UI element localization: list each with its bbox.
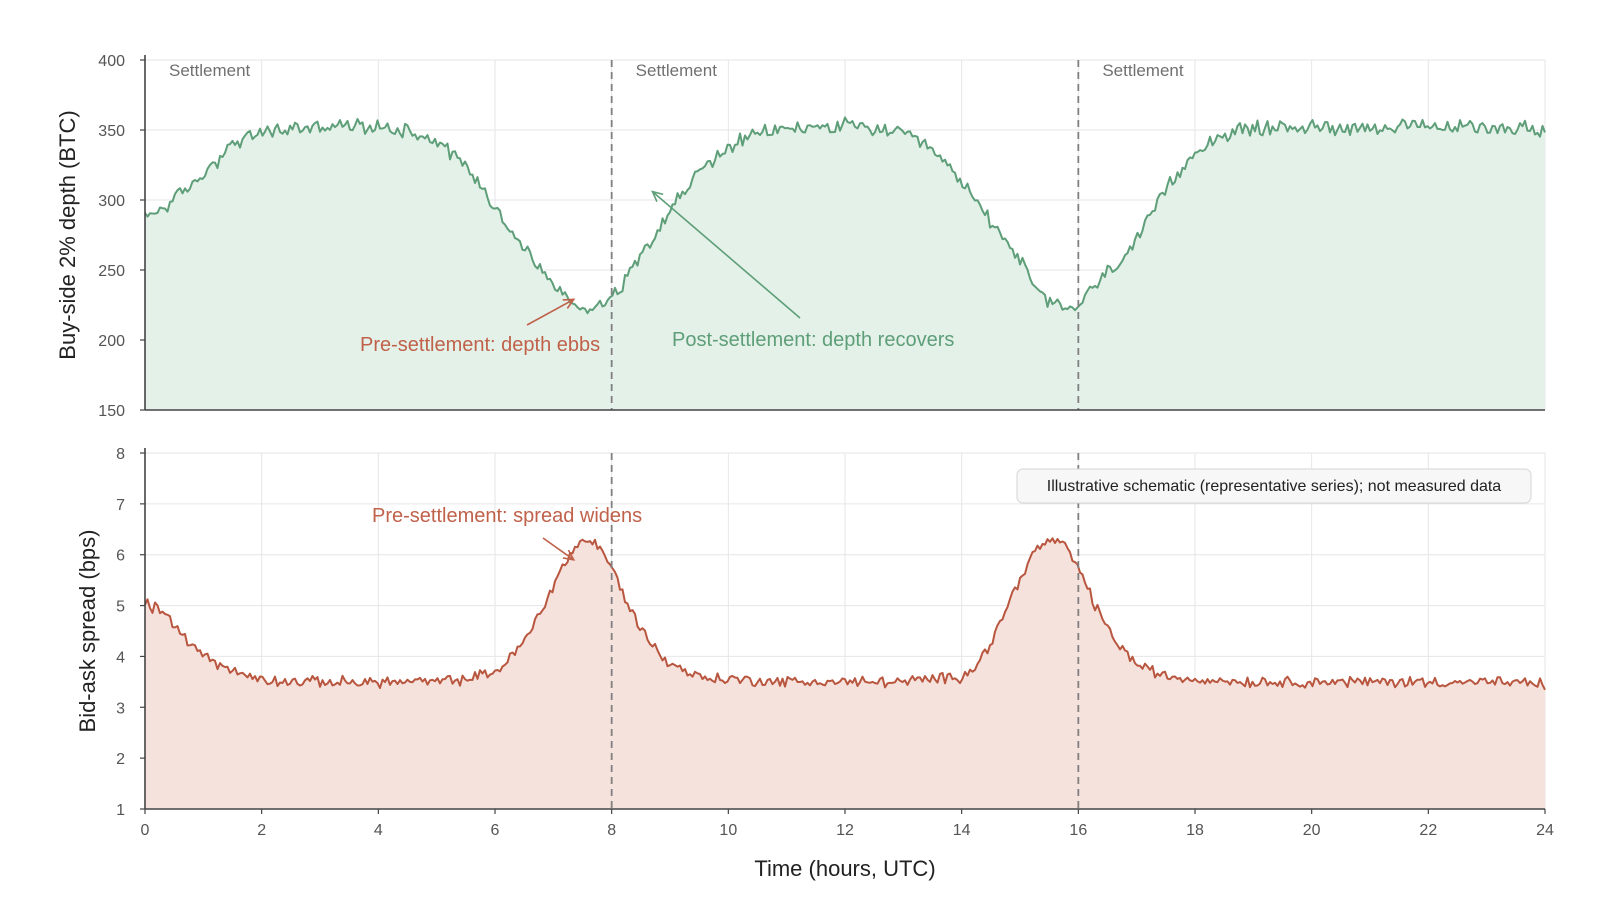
annotation-label: Post-settlement: depth recovers [672, 329, 954, 351]
y-tick-label: 400 [98, 53, 125, 70]
annotation-arrowhead [651, 190, 664, 202]
depth-tick-labels: 150 200 250 300 350 400 [98, 53, 145, 420]
depth-area-fill [145, 117, 1545, 410]
schematic-note-box: Illustrative schematic (representative s… [1016, 468, 1532, 504]
x-tick-label: 24 [1536, 822, 1554, 839]
y-tick-label: 300 [98, 193, 125, 210]
x-tick-label: 14 [953, 822, 971, 839]
settlement-label: Settlement [169, 61, 251, 80]
y-tick-label: 5 [116, 599, 125, 616]
x-tick-label: 10 [719, 822, 737, 839]
depth-annotations: Pre-settlement: depth ebbs Post-settlemen… [360, 190, 954, 356]
schematic-note-text: Illustrative schematic (representative s… [1047, 478, 1502, 495]
annotation-arrowhead [562, 298, 576, 309]
y-tick-label: 4 [116, 649, 125, 666]
y-tick-label: 8 [116, 446, 125, 463]
x-tick-label: 4 [374, 822, 383, 839]
annotation-arrow [651, 190, 801, 319]
annotation-arrow [542, 537, 575, 561]
settlement-label: Settlement [1102, 61, 1184, 80]
x-tick-label: 18 [1186, 822, 1204, 839]
depth-y-axis-label: Buy-side 2% depth (BTC) [55, 110, 80, 359]
x-tick-label: 20 [1303, 822, 1321, 839]
depth-panel: Settlement Settlement Settlement 150 200 250… [55, 53, 1546, 420]
x-tick-label: 0 [141, 822, 150, 839]
x-tick-label: 8 [607, 822, 616, 839]
x-tick-label: 16 [1069, 822, 1087, 839]
spread-annotations: Pre-settlement: spread widens [372, 505, 642, 561]
spread-area-fill [145, 538, 1545, 809]
annotation-label: Pre-settlement: spread widens [372, 505, 642, 527]
annotation-arrowhead [562, 549, 576, 561]
note-box-background [1016, 468, 1532, 504]
settlement-label: Settlement [636, 61, 718, 80]
spread-y-axis-label: Bid-ask spread (bps) [75, 530, 100, 733]
annotation-arrow [526, 298, 575, 326]
y-tick-label: 1 [116, 802, 125, 819]
y-tick-label: 2 [116, 751, 125, 768]
x-tick-label: 12 [836, 822, 854, 839]
y-tick-label: 6 [116, 548, 125, 565]
x-axis-label: Time (hours, UTC) [754, 856, 935, 881]
y-tick-label: 3 [116, 700, 125, 717]
depth-series-line [144, 116, 1546, 315]
depth-settlement-lines: Settlement Settlement Settlement [169, 60, 1184, 410]
annotation-label: Pre-settlement: depth ebbs [360, 334, 600, 356]
spread-series-line [144, 537, 1546, 691]
x-tick-label: 22 [1419, 822, 1437, 839]
y-tick-label: 350 [98, 123, 125, 140]
y-tick-label: 200 [98, 333, 125, 350]
x-tick-label: 2 [257, 822, 266, 839]
x-tick-label: 6 [491, 822, 500, 839]
y-tick-label: 150 [98, 403, 125, 420]
y-tick-label: 7 [116, 497, 125, 514]
depth-axes [144, 55, 1545, 411]
y-tick-label: 250 [98, 263, 125, 280]
